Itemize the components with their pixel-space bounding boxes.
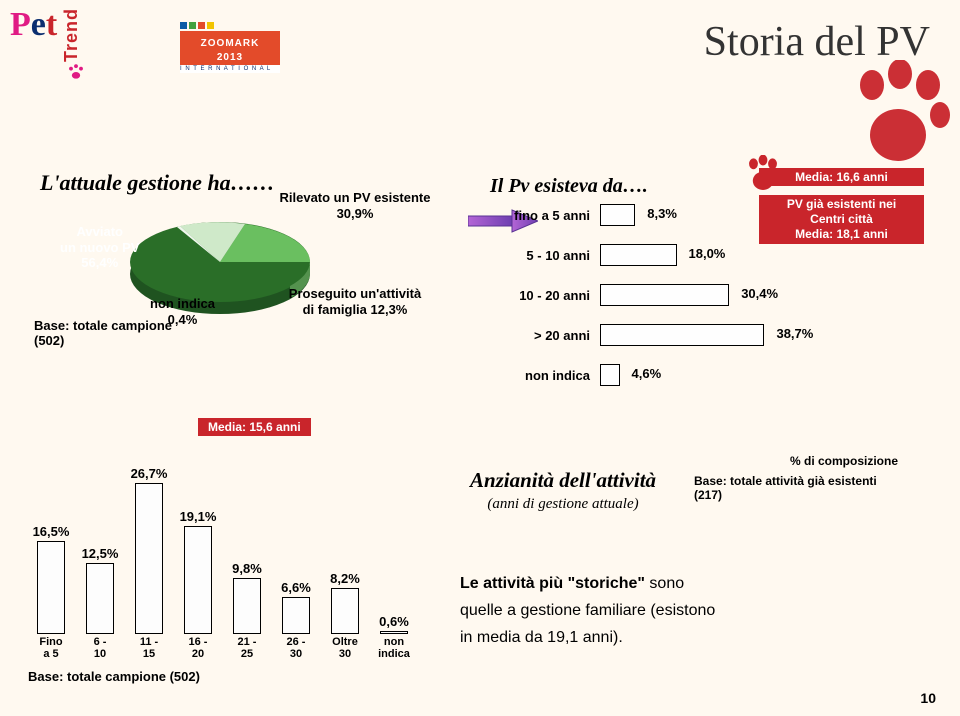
hbar-label: 5 - 10 anni — [470, 248, 600, 263]
vbar-bar — [233, 578, 261, 634]
vbar-value: 0,6% — [379, 614, 409, 629]
body-text: Le attività più "storiche" sono quelle a… — [460, 570, 920, 652]
centri-box: PV già esistenti neiCentri cittàMedia: 1… — [759, 195, 924, 244]
logo-p: P — [10, 6, 31, 44]
hbar-bar — [600, 324, 764, 346]
vbar-value: 9,8% — [232, 561, 262, 576]
vbar-xlabel: 16 -20 — [175, 636, 221, 660]
page-number: 10 — [920, 690, 936, 706]
hbar-row: fino a 5 anni 8,3% — [470, 202, 780, 228]
vbar-bar — [380, 631, 408, 634]
hbar-bar — [600, 284, 729, 306]
vbar-col: 26,7% — [126, 466, 172, 634]
comp-base: Base: totale attività già esistenti(217) — [694, 474, 924, 502]
vbar-xlabel: 6 -10 — [77, 636, 123, 660]
zoomark-badge: ZOOMARK 2013 I N T E R N A T I O N A L — [180, 22, 280, 73]
pie-slice-label-rilevato: Rilevato un PV esistente30,9% — [270, 190, 440, 221]
hbar-row: non indica 4,6% — [470, 362, 780, 388]
vbar-xlabel: Finoa 5 — [28, 636, 74, 660]
vbar-value: 16,5% — [33, 524, 70, 539]
vbar-xlabel: nonindica — [371, 636, 417, 660]
vbar-col: 12,5% — [77, 546, 123, 634]
paw-icon-small — [66, 62, 86, 82]
vbar-xlabel: Oltre30 — [322, 636, 368, 660]
vchart-media-box: Media: 15,6 anni — [198, 418, 311, 436]
vchart-base: Base: totale campione (502) — [28, 669, 200, 684]
hbar-value: 38,7% — [776, 326, 813, 341]
logo-e: e — [31, 6, 46, 44]
hbar-chart: fino a 5 anni 8,3% 5 - 10 anni 18,0% 10 - 20… — [470, 202, 780, 402]
hbar-value: 30,4% — [741, 286, 778, 301]
pv-age-title: Il Pv esisteva da…. — [490, 175, 648, 198]
vbar-value: 8,2% — [330, 571, 360, 586]
zoomark-sub: I N T E R N A T I O N A L — [180, 65, 280, 73]
vertical-bar-chart: Media: 15,6 anni 16,5%12,5%26,7%19,1%9,8… — [28, 428, 448, 688]
vbar-col: 6,6% — [273, 580, 319, 634]
vbar-value: 6,6% — [281, 580, 311, 595]
vbar-bar — [282, 597, 310, 634]
hbar-label: fino a 5 anni — [470, 208, 600, 223]
hbar-value: 18,0% — [689, 246, 726, 261]
vbar-xlabel: 11 -15 — [126, 636, 172, 660]
hbar-row: 5 - 10 anni 18,0% — [470, 242, 780, 268]
vbar-xlabel: 21 -25 — [224, 636, 270, 660]
vbar-bar — [331, 588, 359, 634]
zoomark-title: ZOOMARK 2013 — [201, 38, 260, 63]
pie-slice-label-proseguito: Proseguito un'attivitàdi famiglia 12,3% — [270, 286, 440, 317]
vbar-col: 19,1% — [175, 509, 221, 634]
anzianita-title: Anzianità dell'attività — [433, 468, 693, 493]
media-top-box: Media: 16,6 anni — [759, 168, 924, 186]
vbar-col: 0,6% — [371, 614, 417, 634]
vbar-bar — [37, 541, 65, 635]
vbar-bar — [135, 483, 163, 634]
logo-area: P e t Trend — [10, 6, 82, 62]
hbar-bar — [600, 204, 635, 226]
hbar-bar — [600, 244, 677, 266]
vbar-col: 16,5% — [28, 524, 74, 635]
logo-t: t — [46, 6, 57, 44]
anzianita-sub: (anni di gestione attuale) — [433, 496, 693, 513]
hbar-bar — [600, 364, 620, 386]
pie-slice-label-avviato: Avviatoun nuovo PV56,4% — [60, 224, 139, 271]
vbar-value: 19,1% — [180, 509, 217, 524]
vbar-xlabel: 26 -30 — [273, 636, 319, 660]
page-title: Storia del PV — [704, 18, 930, 66]
hbar-row: > 20 anni38,7% — [470, 322, 780, 348]
pie-base-note: Base: totale campione(502) — [34, 318, 172, 348]
vbar-col: 9,8% — [224, 561, 270, 634]
vbar-col: 8,2% — [322, 571, 368, 634]
vbar-bar — [184, 526, 212, 634]
vbar-value: 12,5% — [82, 546, 119, 561]
paw-icon-large — [850, 60, 950, 173]
comp-label: % di composizione — [790, 454, 898, 468]
trend-text: Trend — [61, 8, 82, 62]
vbar-bar — [86, 563, 114, 634]
hbar-label: > 20 anni — [470, 328, 600, 343]
pet-logo: P e t — [10, 6, 57, 44]
hbar-value: 4,6% — [632, 366, 662, 381]
vbar-value: 26,7% — [131, 466, 168, 481]
hbar-label: 10 - 20 anni — [470, 288, 600, 303]
hbar-label: non indica — [470, 368, 600, 383]
hbar-row: 10 - 20 anni 30,4% — [470, 282, 780, 308]
hbar-value: 8,3% — [647, 206, 677, 221]
